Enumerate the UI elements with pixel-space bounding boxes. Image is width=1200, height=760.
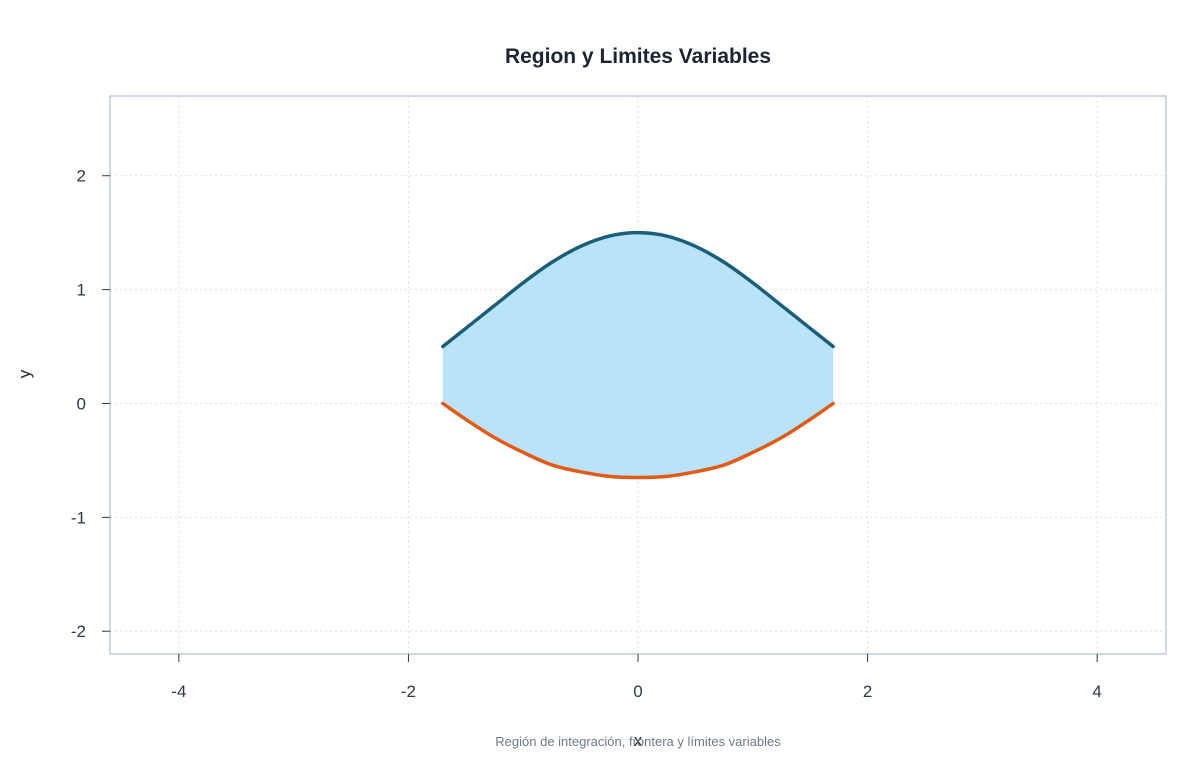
x-tick-label: 4	[1092, 682, 1101, 701]
region-fill	[442, 232, 834, 478]
y-tick-label: -1	[71, 508, 86, 527]
y-tick-label: -2	[71, 622, 86, 641]
x-tick-label: -2	[401, 682, 416, 701]
grid-lines	[110, 96, 1166, 654]
y-axis: -2 -1 0 1 2	[71, 167, 110, 641]
chart-title: Region y Limites Variables	[505, 45, 771, 68]
x-tick-label: 0	[633, 682, 642, 701]
y-tick-label: 2	[77, 167, 86, 186]
y-tick-label: 0	[77, 394, 86, 413]
y-tick-label: 1	[77, 281, 86, 300]
integration-region	[441, 230, 835, 480]
upper-boundary-curve	[441, 230, 835, 349]
x-axis-label: x	[634, 731, 643, 750]
x-tick-label: 2	[863, 682, 872, 701]
x-axis: -4 -2 0 2 4	[171, 654, 1102, 701]
y-axis-label: y	[15, 369, 34, 378]
lower-boundary-curve	[441, 401, 835, 480]
x-tick-label: -4	[171, 682, 186, 701]
chart-caption: Región de integración, frontera y límite…	[495, 734, 781, 749]
